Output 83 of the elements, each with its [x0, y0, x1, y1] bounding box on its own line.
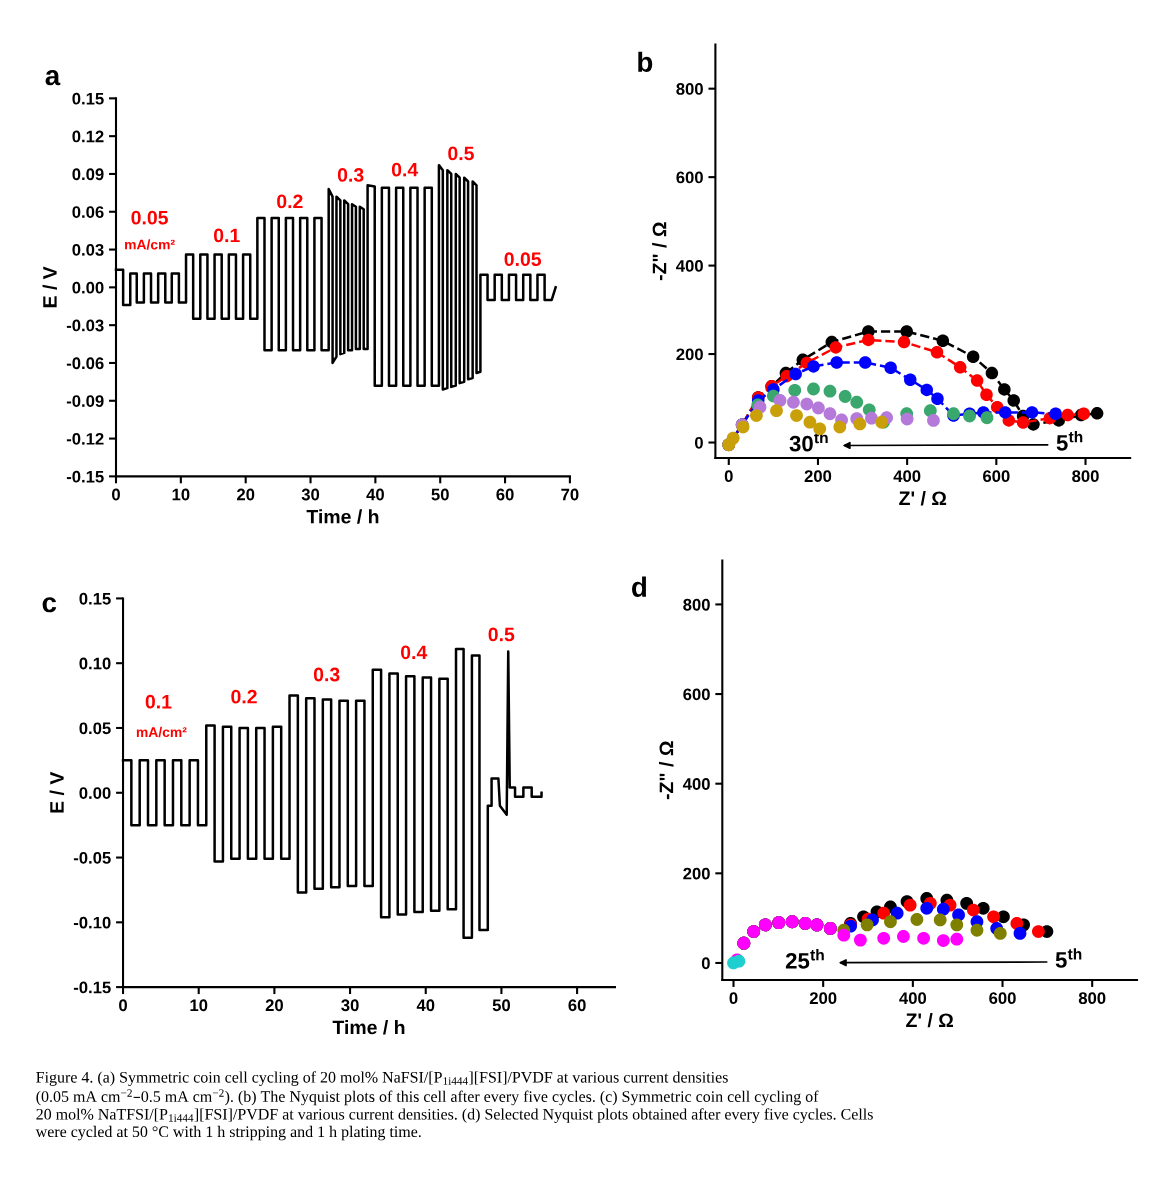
annotation: mA/cm² [125, 239, 175, 250]
x-axis-title: Z' / Ω [906, 1012, 954, 1028]
x-tick-label: 10 [172, 488, 190, 501]
annotation: 5$^{th}$ [1055, 948, 1082, 968]
y-tick-label: 0 [701, 957, 710, 970]
x-tick-label: 0 [119, 999, 127, 1012]
annotation: 0.3 [313, 667, 340, 682]
y-tick-label: -0.03 [66, 319, 104, 332]
x-tick-label: 800 [1072, 470, 1099, 483]
x-tick-label: 20 [265, 999, 283, 1012]
x-axis-title: Time / h [332, 1020, 405, 1035]
chart-title: a [45, 70, 61, 86]
y-tick-label: 0.15 [79, 592, 111, 605]
x-tick-label: 50 [431, 488, 449, 501]
x-tick-label: 30 [301, 488, 320, 501]
x-tick-label: 0 [729, 992, 738, 1005]
y-tick-label: 0.05 [79, 722, 111, 735]
text: Figure 4. (a) Symmetric coin cell cycling of 20 mol% NaFSI/[P$_{1i444}$][FSI]/PVDF at various current densities (0.05 mA cm$^{−2}$–0.5 mA cm$^{−2}$). (b) The Nyquist plots of this cell after every five cycles. (c) Symmetric coin cell cycling of 20 mol% NaTFSI/[P$_{1i444}$][FSI]/PVDF at various current densities. (d) Selected Nyquist plots obtained after every five cycles. Cells were cycled at 50 °C with 1 h stripping and 1 h plating time. [35, 1071, 873, 1141]
x-tick-label: 50 [492, 999, 511, 1012]
x-tick-label: 70 [561, 488, 579, 501]
annotation: 0.5 [488, 627, 515, 642]
annotation: 0.4 [391, 162, 419, 177]
annotation: 0.05 [131, 210, 168, 225]
x-tick-label: 60 [496, 488, 514, 501]
x-tick-label: 200 [804, 470, 832, 483]
y-axis-title: -Z" / Ω [652, 222, 667, 281]
annotation: 0.05 [504, 252, 542, 267]
annotation: 0.2 [277, 194, 303, 209]
y-tick-label: 200 [676, 348, 703, 361]
x-tick-label: 0 [724, 470, 733, 483]
y-axis-title: E / V [42, 266, 58, 308]
y-tick-label: 0.09 [72, 168, 104, 181]
y-tick-label: 0.10 [79, 657, 111, 670]
x-tick-label: 400 [893, 470, 921, 483]
y-tick-label: -0.12 [66, 432, 104, 445]
annotation: 25$^{th}$ [785, 948, 824, 969]
annotation: 5$^{th}$ [1056, 430, 1083, 451]
y-tick-label: 0.06 [72, 206, 104, 218]
x-tick-label: 60 [568, 999, 586, 1012]
y-tick-label: 400 [676, 260, 703, 272]
x-tick-label: 200 [809, 992, 837, 1005]
y-tick-label: 0.15 [72, 92, 104, 105]
annotation: 0.2 [231, 689, 257, 704]
y-tick-label: 200 [683, 867, 710, 880]
x-axis-title: Z' / Ω [899, 490, 947, 506]
y-tick-label: 0.00 [72, 281, 104, 294]
annotation: 0.5 [448, 146, 474, 161]
x-tick-label: 400 [899, 992, 927, 1005]
chart-title: b [638, 51, 653, 73]
y-tick-label: 0.12 [72, 130, 104, 143]
y-tick-label: 600 [683, 688, 710, 701]
y-tick-label: -0.06 [66, 357, 104, 370]
y-tick-label: -0.15 [66, 470, 104, 483]
x-axis-title: Time / h [306, 509, 379, 524]
x-tick-label: 40 [416, 999, 435, 1012]
annotation: mA/cm² [136, 726, 187, 738]
x-tick-label: 40 [366, 488, 384, 501]
y-tick-label: 0 [694, 436, 703, 449]
x-tick-label: 800 [1078, 992, 1106, 1005]
x-tick-label: 0 [112, 488, 120, 501]
y-tick-label: 0.03 [72, 243, 104, 256]
y-tick-label: -0.10 [73, 916, 111, 929]
x-tick-label: 10 [190, 999, 208, 1012]
annotation: 0.4 [401, 645, 428, 660]
y-tick-label: -0.09 [66, 395, 104, 407]
annotation: 0.1 [214, 228, 240, 243]
annotation: 0.1 [145, 694, 172, 709]
x-tick-label: 20 [237, 488, 255, 501]
chart-title: c [42, 597, 57, 613]
y-tick-label: 800 [676, 83, 703, 95]
y-axis-title: E / V [49, 771, 65, 813]
chart-title: d [632, 576, 647, 597]
y-tick-label: 600 [676, 171, 703, 184]
x-tick-label: 600 [983, 470, 1010, 483]
y-tick-label: 0.00 [79, 787, 111, 799]
y-tick-label: -0.15 [73, 981, 111, 994]
x-tick-label: 600 [989, 992, 1016, 1005]
y-tick-label: 800 [683, 598, 710, 611]
y-axis-title: -Z" / Ω [659, 741, 674, 800]
y-tick-label: -0.05 [73, 851, 111, 864]
y-tick-label: 400 [682, 778, 710, 790]
annotation: 0.3 [337, 168, 364, 182]
x-tick-label: 30 [341, 999, 359, 1012]
